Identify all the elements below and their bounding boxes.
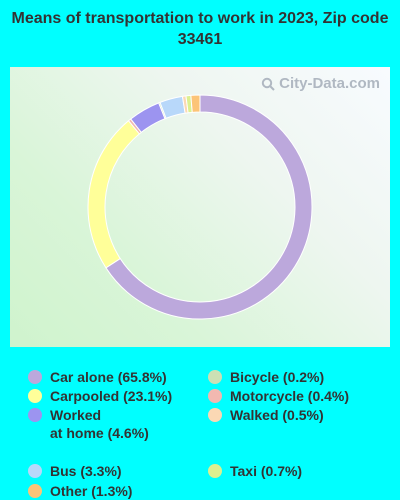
legend-item[interactable]: Other (1.3%) [28,482,132,500]
legend-swatch [28,464,42,478]
legend-item[interactable]: Bus (3.3%) [28,462,122,480]
plot-area: City-Data.com [10,67,390,347]
legend-label: Bicycle (0.2%) [230,369,325,385]
legend-label: Car alone (65.8%) [50,369,167,385]
legend-swatch [208,464,222,478]
donut-chart [87,94,313,320]
legend-label: Other (1.3%) [50,483,133,499]
chart-title: Means of transportation to work in 2023,… [11,10,389,48]
legend-item[interactable]: Car alone (65.8%) [28,368,167,386]
donut-slice-1[interactable] [87,120,141,269]
legend-swatch [28,370,42,384]
legend-label: Walked (0.5%) [230,407,324,423]
legend-label: Worked at home (4.6%) [50,407,149,441]
legend-swatch [28,389,42,403]
watermark: City-Data.com [261,75,380,92]
donut-slice-8[interactable] [190,94,201,113]
search-icon [261,77,275,91]
legend-swatch [208,370,222,384]
legend-swatch [28,484,42,498]
watermark-text: City-Data.com [279,75,380,92]
legend: Car alone (65.8%) Bicycle (0.2%) Carpooled… [0,360,400,499]
legend-label: Bus (3.3%) [50,463,122,479]
legend-item[interactable]: Bicycle (0.2%) [208,368,324,386]
legend-swatch [208,408,222,422]
legend-swatch [28,408,42,422]
legend-label: Carpooled (23.1%) [50,388,173,404]
legend-item[interactable]: Carpooled (23.1%) [28,387,172,405]
legend-item[interactable]: Walked (0.5%) [208,406,324,424]
legend-label: Motorcycle (0.4%) [230,388,350,404]
legend-item[interactable]: Motorcycle (0.4%) [208,387,349,405]
legend-label: Taxi (0.7%) [230,463,303,479]
legend-item[interactable]: Taxi (0.7%) [208,462,302,480]
legend-item[interactable]: Worked at home (4.6%) [28,406,149,442]
legend-swatch [208,389,222,403]
